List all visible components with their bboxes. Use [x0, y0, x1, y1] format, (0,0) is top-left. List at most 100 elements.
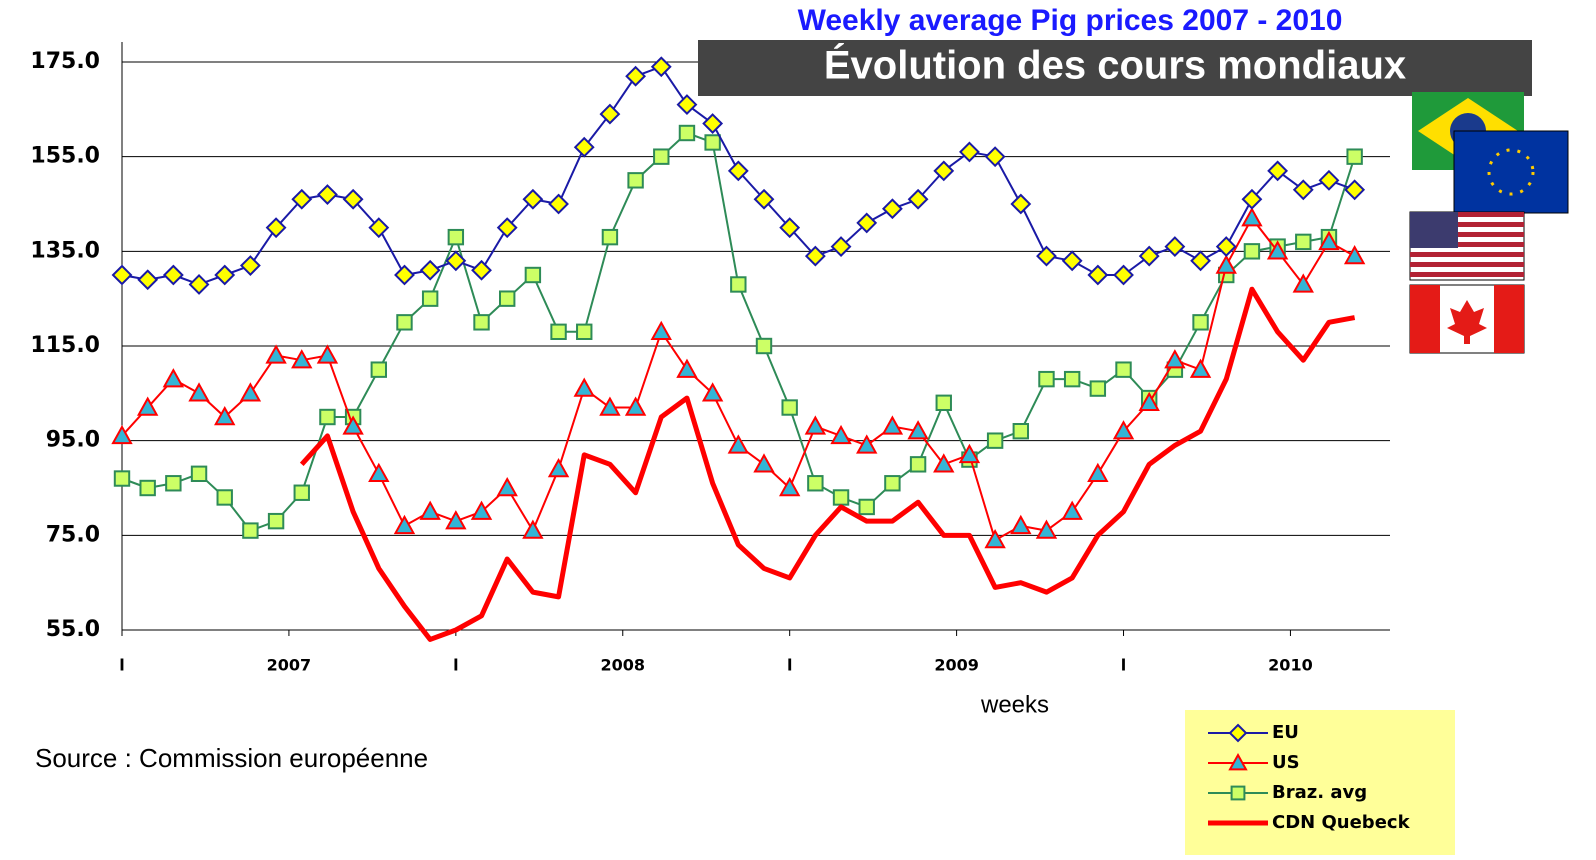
point-marker — [753, 188, 775, 210]
point-marker — [1318, 169, 1340, 191]
y-tick-label: 135.0 — [30, 238, 100, 263]
point-marker — [1266, 240, 1289, 260]
flag-canada-left — [1410, 285, 1440, 353]
point-marker — [471, 259, 492, 281]
point-marker — [216, 489, 233, 506]
banner: Évolution des cours mondiaux — [824, 43, 1406, 88]
point-marker — [1344, 179, 1366, 201]
point-marker — [421, 290, 439, 307]
point-marker — [522, 188, 544, 210]
point-marker — [214, 405, 236, 426]
point-marker — [678, 124, 696, 142]
point-marker — [1138, 245, 1160, 267]
point-marker — [1061, 250, 1083, 272]
point-marker — [242, 522, 259, 539]
point-marker — [1087, 462, 1109, 482]
point-marker — [676, 358, 698, 378]
point-marker — [781, 399, 798, 416]
point-marker — [162, 264, 184, 286]
point-marker — [576, 323, 593, 341]
point-marker — [1190, 250, 1211, 272]
point-marker — [1089, 380, 1107, 397]
point-marker — [419, 259, 441, 281]
point-marker — [1292, 179, 1314, 201]
point-marker — [111, 264, 133, 286]
point-marker — [830, 236, 852, 258]
x-tick-label: 2010 — [1268, 656, 1313, 675]
point-marker — [702, 113, 724, 134]
flag-us-stripes — [1410, 212, 1524, 277]
point-marker — [445, 510, 467, 530]
point-marker — [1035, 519, 1058, 539]
flag-canada-right — [1494, 285, 1524, 353]
point-marker — [496, 476, 518, 497]
point-marker — [136, 396, 159, 416]
point-marker — [214, 264, 236, 286]
legend-marker — [1228, 723, 1248, 743]
y-tick-label: 155.0 — [30, 144, 100, 169]
point-marker — [907, 420, 929, 440]
point-marker — [139, 479, 156, 497]
point-marker — [291, 349, 313, 369]
point-marker — [342, 415, 364, 435]
point-marker — [650, 56, 672, 78]
point-marker — [701, 382, 724, 402]
point-marker — [958, 443, 981, 464]
point-marker — [1038, 370, 1055, 388]
x-tick-label: 2008 — [600, 656, 645, 675]
point-marker — [316, 344, 339, 364]
point-marker — [370, 361, 388, 378]
point-marker — [627, 172, 644, 189]
point-marker — [496, 217, 518, 239]
y-tick-label: 75.0 — [46, 522, 100, 547]
x-axis-label: weeks — [980, 691, 1049, 718]
point-marker — [1241, 207, 1263, 227]
point-marker — [550, 323, 567, 341]
point-marker — [1295, 233, 1312, 251]
x-tick-label: l — [453, 656, 458, 675]
point-marker — [548, 193, 569, 215]
point-marker — [909, 456, 927, 473]
point-marker — [1010, 193, 1032, 215]
x-tick-label: l — [787, 656, 792, 675]
point-marker — [599, 396, 621, 416]
point-marker — [1164, 349, 1186, 369]
legend-label: EU — [1272, 722, 1299, 743]
flag-canada-leaf — [1447, 300, 1487, 344]
point-marker — [933, 160, 955, 182]
x-tick-label: l — [119, 656, 124, 675]
point-marker — [1012, 423, 1029, 440]
point-marker — [727, 160, 749, 182]
point-marker — [137, 269, 159, 291]
point-marker — [1115, 361, 1132, 378]
point-marker — [393, 514, 416, 535]
point-marker — [704, 134, 721, 151]
point-marker — [547, 458, 570, 478]
point-marker — [162, 368, 185, 388]
point-marker — [755, 337, 773, 355]
flag-eu — [1453, 130, 1569, 214]
point-marker — [778, 476, 801, 497]
point-marker — [624, 396, 647, 416]
point-marker — [1215, 254, 1237, 274]
point-marker — [984, 146, 1006, 168]
point-marker — [1113, 264, 1134, 286]
point-marker — [291, 188, 313, 210]
point-marker — [342, 188, 364, 210]
point-marker — [419, 500, 441, 520]
point-marker — [1292, 273, 1314, 293]
chart-title: Weekly average Pig prices 2007 - 2010 — [798, 4, 1343, 37]
point-marker — [625, 65, 647, 87]
legend: EU US Braz. avg CDN Quebeck — [1208, 722, 1411, 833]
legend-label: US — [1272, 752, 1300, 773]
point-marker — [111, 424, 133, 445]
y-tick-label: 95.0 — [46, 428, 100, 453]
point-marker — [368, 217, 390, 239]
point-marker — [1138, 391, 1160, 411]
point-marker — [445, 250, 467, 272]
source: Source : Commission européenne — [35, 743, 428, 773]
legend-label: Braz. avg — [1272, 782, 1367, 803]
point-marker — [858, 498, 875, 516]
point-marker — [1112, 420, 1135, 440]
